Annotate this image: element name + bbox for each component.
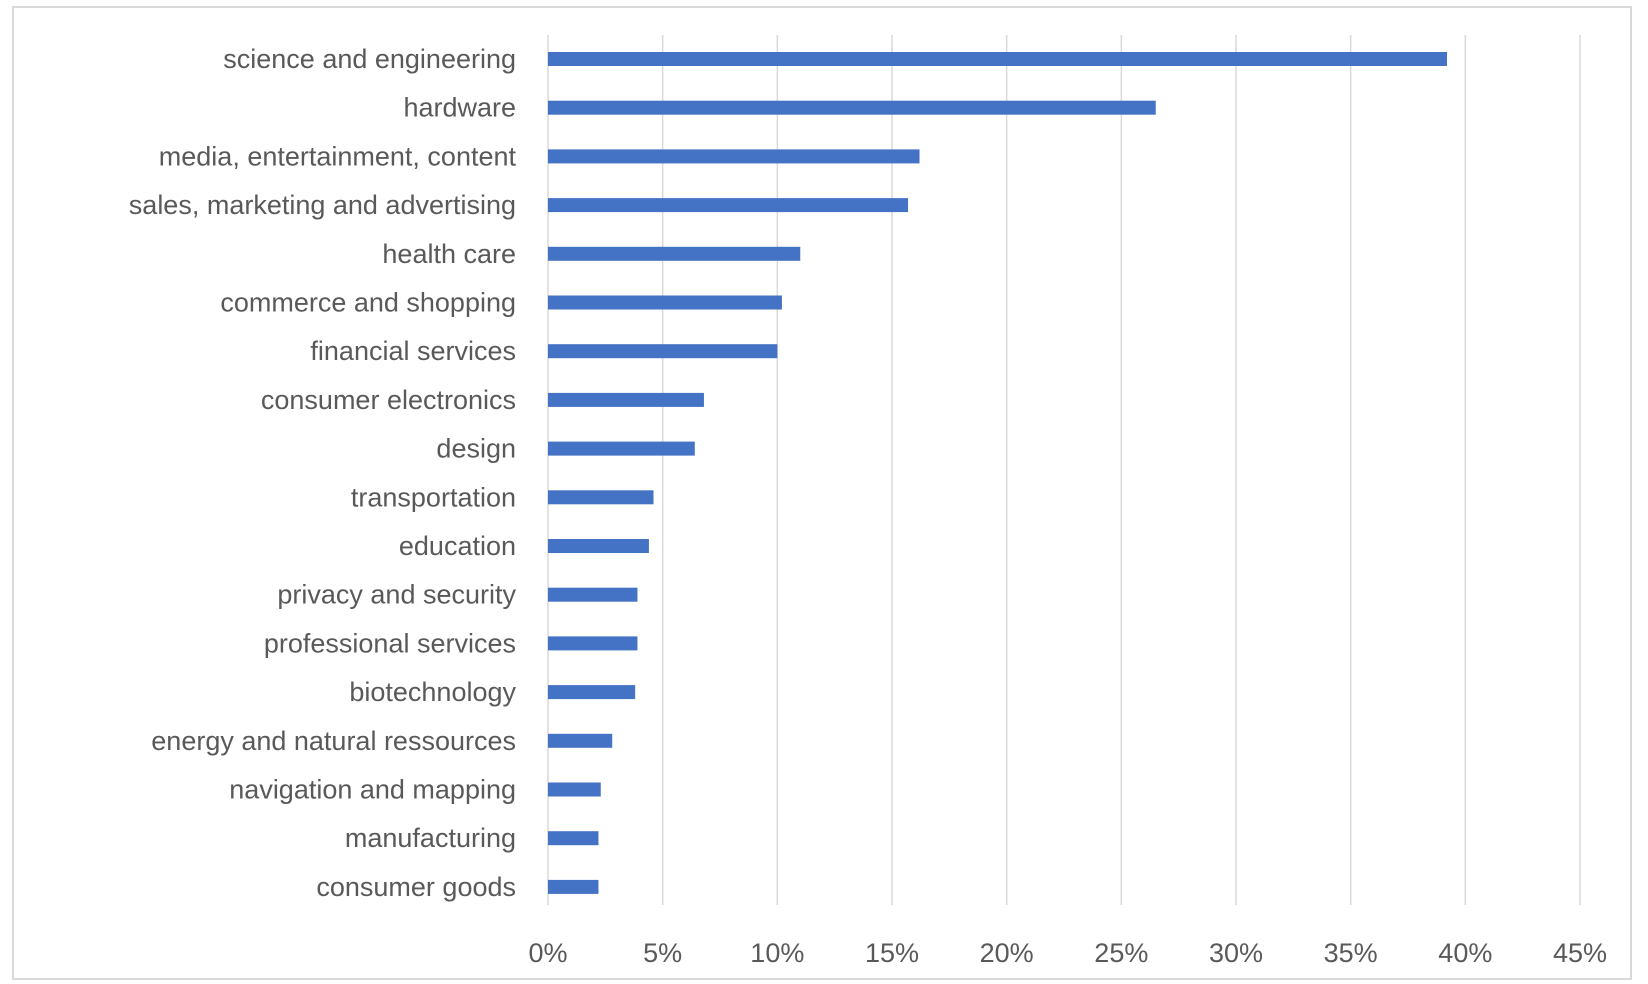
category-label: biotechnology	[349, 677, 516, 707]
bar	[548, 539, 649, 553]
x-tick-label: 0%	[528, 938, 567, 968]
chart-frame	[12, 6, 1632, 980]
category-label: science and engineering	[223, 44, 516, 74]
bar	[548, 685, 636, 700]
bar	[548, 636, 638, 651]
x-tick-label: 40%	[1438, 938, 1492, 968]
category-label: energy and natural ressources	[151, 726, 516, 756]
category-label: privacy and security	[277, 580, 516, 610]
x-tick-label: 15%	[865, 938, 919, 968]
x-tick-label: 30%	[1209, 938, 1263, 968]
bar	[548, 782, 601, 797]
category-label: commerce and shopping	[220, 288, 516, 318]
bar	[548, 149, 920, 164]
x-tick-label: 45%	[1553, 938, 1607, 968]
category-label: education	[399, 531, 516, 561]
bar	[548, 879, 599, 894]
x-tick-label: 25%	[1094, 938, 1148, 968]
bar	[548, 490, 654, 505]
gridlines	[547, 35, 1581, 905]
category-label: design	[436, 434, 516, 464]
bar	[548, 295, 782, 310]
category-label: media, entertainment, content	[159, 141, 517, 171]
category-label: consumer electronics	[261, 385, 516, 415]
bars	[548, 52, 1447, 894]
category-label: transportation	[351, 482, 516, 512]
bar	[548, 733, 613, 748]
category-label: navigation and mapping	[229, 775, 516, 805]
x-tick-label: 35%	[1324, 938, 1378, 968]
bar	[548, 198, 909, 213]
x-tick-label: 5%	[643, 938, 682, 968]
x-tick-label: 20%	[980, 938, 1034, 968]
category-label: manufacturing	[345, 823, 516, 853]
bar	[548, 587, 638, 602]
category-label: consumer goods	[316, 872, 516, 902]
category-labels: science and engineering hardware media, en…	[129, 44, 517, 902]
bar	[548, 831, 599, 846]
bar	[548, 246, 801, 261]
category-label: sales, marketing and advertising	[129, 190, 516, 220]
x-tick-label: 10%	[750, 938, 804, 968]
bar	[548, 52, 1447, 66]
bar	[548, 344, 778, 359]
bar	[548, 100, 1156, 115]
category-label: professional services	[264, 628, 516, 658]
category-label: hardware	[403, 93, 516, 123]
category-label: financial services	[310, 336, 516, 366]
bar	[548, 392, 704, 407]
category-label: health care	[382, 239, 516, 269]
x-tick-labels: 0% 5% 10% 15% 20% 25% 30% 35% 40% 45%	[528, 938, 1607, 968]
bar	[548, 441, 695, 456]
